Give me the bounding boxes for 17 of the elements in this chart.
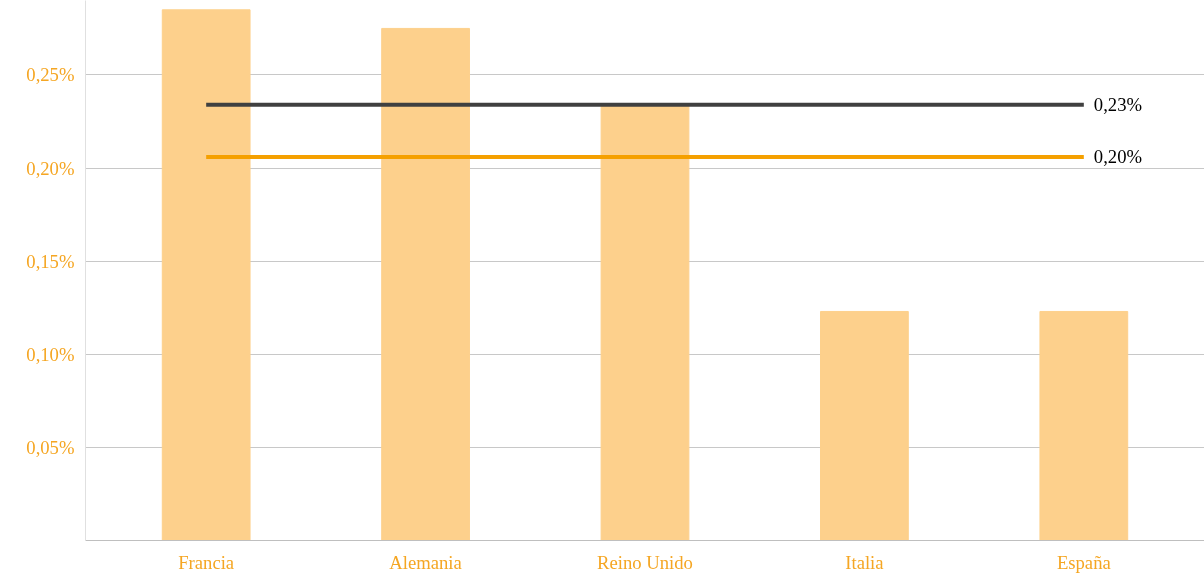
bar	[381, 27, 470, 541]
annotation: 0,23%	[1093, 94, 1143, 116]
x-tick-label: Reino Unido	[597, 551, 693, 573]
x-tick-label: Alemania	[389, 551, 463, 573]
bar	[820, 310, 909, 541]
y-tick-label: 0,20%	[26, 157, 75, 179]
y-tick-label: 0,25%	[26, 64, 75, 86]
y-tick-label: 0,05%	[26, 436, 75, 458]
y-tick-label: 0,10%	[26, 343, 75, 365]
x-tick-label: España	[1056, 551, 1112, 573]
bar	[1039, 310, 1129, 541]
bar	[600, 104, 690, 541]
y-tick-label: 0,15%	[26, 250, 75, 272]
x-tick-label: Francia	[178, 551, 235, 573]
x-tick-label: Italia	[845, 551, 885, 573]
bar	[161, 9, 251, 541]
annotation: 0,20%	[1093, 146, 1143, 168]
